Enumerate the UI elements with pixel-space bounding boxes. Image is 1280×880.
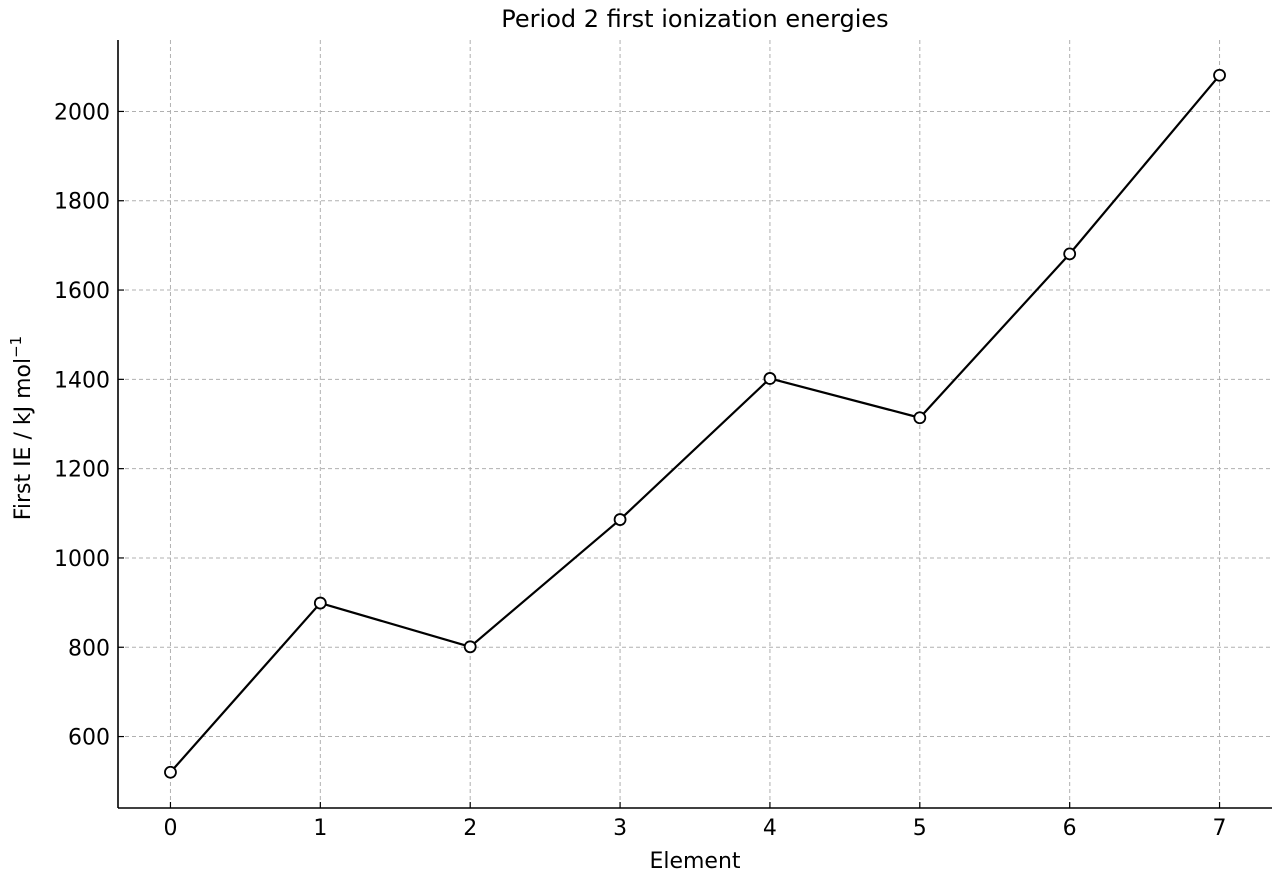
x-tick-label: 4: [763, 816, 777, 841]
x-ticks: 0 1 2 3 4 5 6 7: [163, 802, 1227, 841]
data-point: [313, 596, 327, 610]
x-tick-label: 2: [463, 816, 477, 841]
x-tick-label: 6: [1063, 816, 1077, 841]
x-tick-label: 0: [163, 816, 177, 841]
y-tick-label: 800: [68, 636, 110, 661]
y-axis-title-superscript: −1: [7, 336, 25, 358]
chart-title: Period 2 first ionization energies: [501, 5, 888, 33]
y-tick-label: 1600: [54, 279, 110, 304]
y-tick-label: 1200: [54, 458, 110, 483]
data-point: [763, 372, 777, 385]
x-tick-label: 1: [313, 816, 327, 841]
y-tick-label: 2000: [54, 100, 110, 125]
y-tick-label: 1400: [54, 368, 110, 393]
y-ticks: 600 800 1000 1200 1400 1600 1800 2000: [54, 100, 124, 751]
series: [164, 68, 1226, 779]
x-tick-label: 3: [613, 816, 627, 841]
y-axis-title-main: First IE / kJ mol: [11, 358, 36, 520]
data-point: [164, 765, 177, 779]
series-line: [169, 74, 1221, 774]
y-tick-label: 1000: [54, 547, 110, 572]
x-tick-label: 7: [1213, 816, 1227, 841]
y-tick-label: 600: [68, 726, 110, 751]
grid-lines: [118, 40, 1272, 808]
data-point: [463, 640, 477, 654]
y-axis-title: First IE / kJ mol−1: [7, 336, 36, 520]
data-point: [613, 513, 627, 526]
data-point: [913, 411, 927, 425]
data-point: [1213, 68, 1226, 82]
y-tick-label: 1800: [54, 190, 110, 215]
axes: [117, 40, 1272, 809]
data-point: [1063, 247, 1077, 261]
x-axis-title: Element: [649, 849, 740, 874]
x-tick-label: 5: [913, 816, 927, 841]
